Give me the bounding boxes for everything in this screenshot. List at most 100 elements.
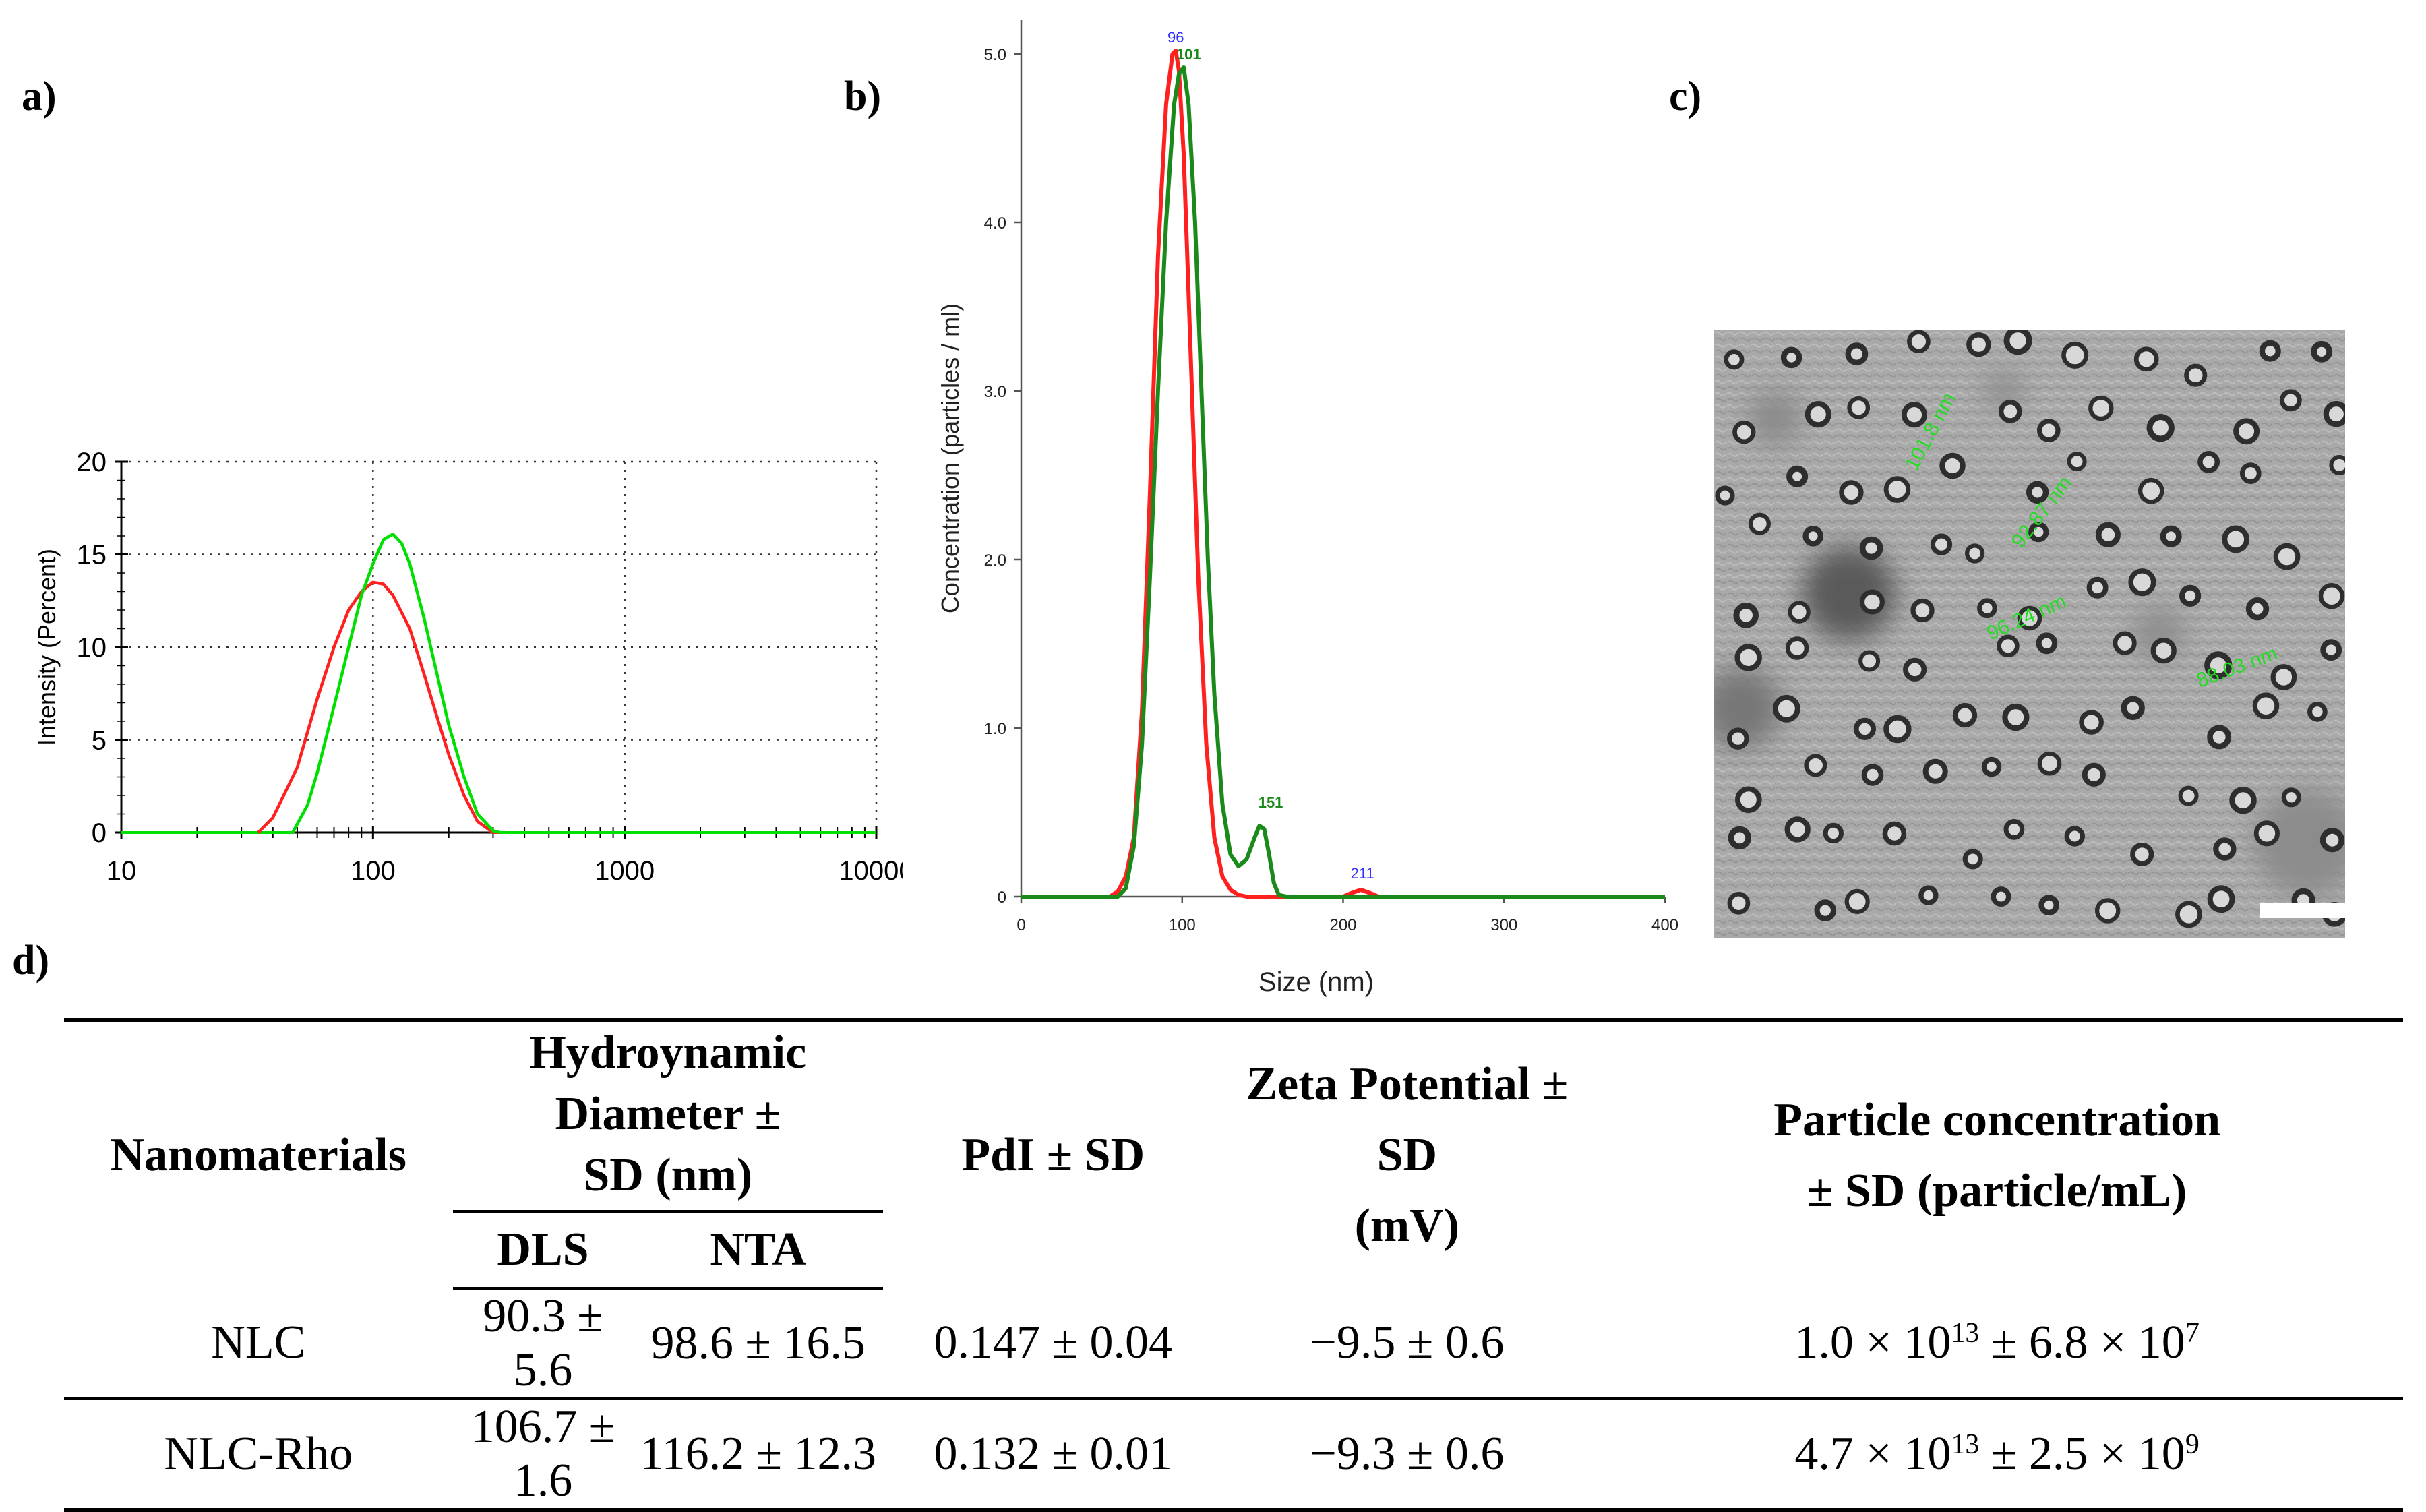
tem-particle	[1859, 536, 1883, 560]
tem-particle	[2307, 702, 2328, 722]
conc-sd-exponent: 7	[2185, 1317, 2200, 1349]
tem-particle	[2095, 522, 2121, 547]
tem-particle	[2150, 638, 2177, 664]
x-tick-label: 10	[107, 856, 137, 886]
scale-bar	[2260, 903, 2345, 918]
tem-particle	[2329, 455, 2345, 475]
tem-particle	[2128, 568, 2156, 597]
tem-particle	[1786, 465, 1809, 487]
series-line-red	[257, 580, 494, 834]
header-zeta-line1: Zeta Potential ± SD	[1246, 1058, 1569, 1181]
cell-pdi: 0.132 ± 0.01	[882, 1399, 1223, 1512]
tem-particle	[2028, 522, 2049, 543]
tem-particle	[2064, 826, 2086, 847]
tem-particle	[2079, 710, 2104, 735]
tem-particle	[2233, 418, 2260, 445]
tem-particle	[2279, 389, 2302, 412]
tem-particle	[2207, 725, 2232, 750]
tem-particle	[1728, 826, 1752, 850]
y-tick-label: 0	[92, 818, 107, 848]
y-axis-label: Intensity (Percent)	[33, 549, 61, 746]
series-line-red	[1021, 49, 1665, 899]
table-row: NLC 90.3 ± 5.6 98.6 ± 16.5 0.147 ± 0.04 …	[64, 1288, 2403, 1400]
tem-particle	[1733, 603, 1759, 628]
series-line-green	[1021, 65, 1665, 899]
tem-shadow	[1748, 391, 1802, 445]
tem-particle	[1997, 634, 2020, 658]
tem-particle	[2146, 414, 2175, 442]
cell-nta: 98.6 ± 16.5	[633, 1288, 883, 1400]
cell-dls: 106.7 ± 1.6	[452, 1399, 634, 1512]
x-tick-label: 300	[1490, 916, 1517, 934]
tem-particle	[2067, 452, 2087, 472]
tem-particle	[1966, 332, 1991, 357]
y-tick-label: 5.0	[984, 46, 1006, 64]
table-subheader-row: DLS NTA	[64, 1213, 2403, 1290]
tem-particle	[1859, 589, 1885, 615]
tem-particle	[1802, 526, 1823, 547]
tem-particle	[1861, 764, 1884, 786]
tem-particle	[1844, 888, 1870, 915]
tem-particle	[2245, 597, 2270, 621]
tem-particle	[2036, 632, 2058, 655]
tem-particle	[1715, 485, 1735, 506]
tem-particle	[1784, 816, 1811, 843]
cell-zeta: −9.3 ± 0.6	[1223, 1399, 1591, 1512]
tem-particle	[1727, 727, 1749, 750]
tem-particle	[1823, 822, 1844, 844]
peak-label: 211	[1351, 865, 1374, 882]
header-zeta: Zeta Potential ± SD (mV)	[1223, 1018, 1591, 1288]
tem-particle	[1780, 346, 1802, 369]
tem-particle	[2311, 340, 2332, 363]
tem-particle	[2113, 631, 2137, 655]
y-tick-label: 0	[998, 888, 1006, 907]
y-tick-label: 3.0	[984, 383, 1006, 401]
tem-particle	[1939, 452, 1966, 479]
tem-shadow	[2253, 789, 2345, 897]
tem-particle	[1910, 598, 1935, 623]
panel-label-a: a)	[22, 73, 57, 119]
tem-particle	[2130, 842, 2154, 866]
header-conc-line2: ± SD (particle/mL)	[1807, 1164, 2187, 1217]
tem-particle	[2222, 525, 2250, 553]
cell-name: NLC-Rho	[64, 1399, 453, 1512]
tem-particle	[2088, 395, 2114, 421]
tem-particle	[1882, 821, 1907, 846]
header-nanomaterials: Nanomaterials	[64, 1018, 453, 1288]
tem-particle	[2086, 576, 2109, 599]
tem-particle	[1814, 899, 1837, 921]
cell-nta: 116.2 ± 12.3	[633, 1399, 883, 1512]
header-pdi: PdI ± SD	[882, 1018, 1223, 1288]
panel-label-d: d)	[12, 938, 50, 984]
table-row: NLC-Rho 106.7 ± 1.6 116.2 ± 12.3 0.132 ±…	[64, 1399, 2403, 1512]
tem-particle	[1952, 702, 1978, 728]
header-zeta-line2: (mV)	[1354, 1200, 1460, 1252]
x-tick-label: 100	[1169, 916, 1196, 934]
tem-particle	[2121, 696, 2145, 721]
cell-dls: 90.3 ± 5.6	[452, 1288, 634, 1400]
tem-particle	[2184, 363, 2208, 387]
x-tick-label: 100	[351, 856, 396, 886]
conc-exponent: 13	[1951, 1317, 1980, 1349]
tem-particle	[2003, 330, 2032, 355]
tem-particle	[1735, 786, 1762, 814]
cell-pdi: 0.147 ± 0.04	[882, 1288, 1223, 1400]
series-line-green	[291, 533, 501, 835]
tem-particle	[2281, 787, 2301, 808]
tem-particle	[1845, 342, 1869, 365]
tem-particle	[1883, 715, 1912, 744]
tem-particle	[2197, 450, 2220, 473]
header-dls: DLS	[452, 1213, 634, 1290]
header-hydro-line2: SD (nm)	[452, 1145, 883, 1213]
header-hydro-line1: Hydroynamic Diameter ±	[529, 1027, 807, 1140]
tem-particle	[1805, 401, 1831, 428]
tem-particle	[2259, 340, 2281, 362]
header-concentration: Particle concentration ± SD (particle/mL…	[1591, 1018, 2403, 1288]
tem-particle	[2204, 651, 2233, 679]
conc-exponent: 13	[1951, 1428, 1980, 1460]
x-tick-label: 1000	[595, 856, 655, 886]
tem-particle	[2133, 346, 2159, 372]
tem-particle	[1965, 543, 1985, 564]
tem-particle	[2082, 762, 2106, 787]
